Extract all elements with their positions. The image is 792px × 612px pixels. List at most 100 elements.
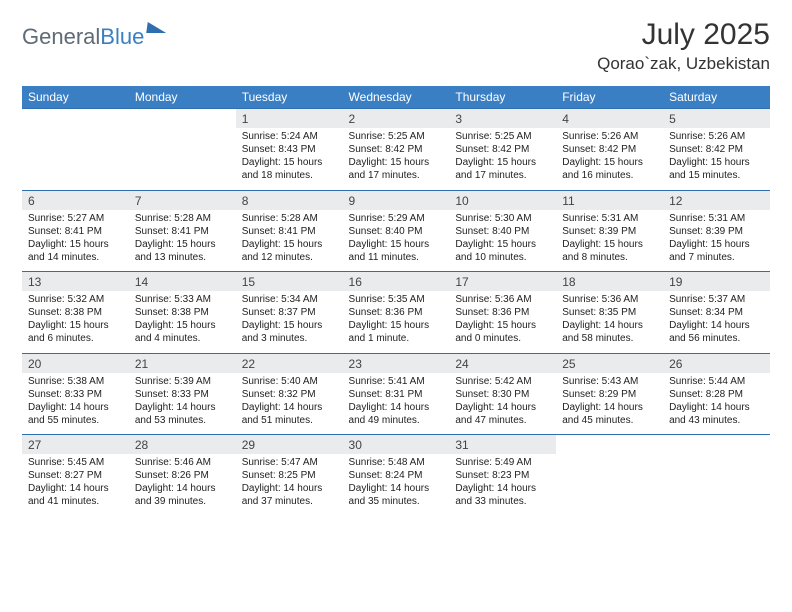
daylight-line: Daylight: 15 hours and 17 minutes.	[349, 156, 444, 182]
daylight-line: Daylight: 14 hours and 47 minutes.	[455, 401, 550, 427]
sunrise-line: Sunrise: 5:36 AM	[455, 293, 550, 306]
sunrise-line: Sunrise: 5:26 AM	[669, 130, 764, 143]
sunrise-line: Sunrise: 5:29 AM	[349, 212, 444, 225]
sunrise-line: Sunrise: 5:26 AM	[562, 130, 657, 143]
sunrise-line: Sunrise: 5:31 AM	[562, 212, 657, 225]
daylight-line: Daylight: 15 hours and 13 minutes.	[135, 238, 230, 264]
daylight-line: Daylight: 15 hours and 1 minute.	[349, 319, 444, 345]
sunset-line: Sunset: 8:39 PM	[562, 225, 657, 238]
header: GeneralBlue July 2025 Qorao`zak, Uzbekis…	[22, 18, 770, 74]
date-number-cell: 10	[449, 190, 556, 210]
day-detail-cell: Sunrise: 5:29 AMSunset: 8:40 PMDaylight:…	[343, 210, 450, 272]
daylight-line: Daylight: 15 hours and 16 minutes.	[562, 156, 657, 182]
date-number-cell: 28	[129, 435, 236, 455]
date-row: 20212223242526	[22, 353, 770, 373]
date-row: 6789101112	[22, 190, 770, 210]
sunset-line: Sunset: 8:36 PM	[455, 306, 550, 319]
day-detail-cell: Sunrise: 5:31 AMSunset: 8:39 PMDaylight:…	[556, 210, 663, 272]
date-number-cell: 19	[663, 272, 770, 292]
sunrise-line: Sunrise: 5:37 AM	[669, 293, 764, 306]
sunset-line: Sunset: 8:27 PM	[28, 469, 123, 482]
date-number-cell: 9	[343, 190, 450, 210]
daylight-line: Daylight: 15 hours and 3 minutes.	[242, 319, 337, 345]
day-detail-cell: Sunrise: 5:44 AMSunset: 8:28 PMDaylight:…	[663, 373, 770, 435]
daylight-line: Daylight: 14 hours and 55 minutes.	[28, 401, 123, 427]
sunrise-line: Sunrise: 5:27 AM	[28, 212, 123, 225]
calendar-head: SundayMondayTuesdayWednesdayThursdayFrid…	[22, 86, 770, 109]
page-title: July 2025	[597, 18, 770, 52]
sunset-line: Sunset: 8:24 PM	[349, 469, 444, 482]
date-number-cell: 20	[22, 353, 129, 373]
day-header: Tuesday	[236, 86, 343, 109]
sunrise-line: Sunrise: 5:28 AM	[135, 212, 230, 225]
day-detail-cell: Sunrise: 5:34 AMSunset: 8:37 PMDaylight:…	[236, 291, 343, 353]
sunset-line: Sunset: 8:29 PM	[562, 388, 657, 401]
day-detail-cell: Sunrise: 5:43 AMSunset: 8:29 PMDaylight:…	[556, 373, 663, 435]
sunset-line: Sunset: 8:41 PM	[28, 225, 123, 238]
sunrise-line: Sunrise: 5:47 AM	[242, 456, 337, 469]
date-number-cell: 4	[556, 109, 663, 129]
sunrise-line: Sunrise: 5:38 AM	[28, 375, 123, 388]
sunrise-line: Sunrise: 5:39 AM	[135, 375, 230, 388]
sunrise-line: Sunrise: 5:33 AM	[135, 293, 230, 306]
date-number-cell: 24	[449, 353, 556, 373]
date-row: 12345	[22, 109, 770, 129]
logo-text-2: Blue	[100, 24, 144, 50]
date-number-cell	[22, 109, 129, 129]
date-number-cell	[663, 435, 770, 455]
sunset-line: Sunset: 8:42 PM	[562, 143, 657, 156]
day-header-row: SundayMondayTuesdayWednesdayThursdayFrid…	[22, 86, 770, 109]
calendar-body: 12345Sunrise: 5:24 AMSunset: 8:43 PMDayl…	[22, 109, 770, 517]
daylight-line: Daylight: 14 hours and 33 minutes.	[455, 482, 550, 508]
sunset-line: Sunset: 8:30 PM	[455, 388, 550, 401]
daylight-line: Daylight: 14 hours and 43 minutes.	[669, 401, 764, 427]
day-header: Monday	[129, 86, 236, 109]
sunrise-line: Sunrise: 5:43 AM	[562, 375, 657, 388]
daylight-line: Daylight: 15 hours and 10 minutes.	[455, 238, 550, 264]
day-detail-cell: Sunrise: 5:30 AMSunset: 8:40 PMDaylight:…	[449, 210, 556, 272]
day-detail-cell: Sunrise: 5:41 AMSunset: 8:31 PMDaylight:…	[343, 373, 450, 435]
calendar-table: SundayMondayTuesdayWednesdayThursdayFrid…	[22, 86, 770, 516]
sunrise-line: Sunrise: 5:36 AM	[562, 293, 657, 306]
sunrise-line: Sunrise: 5:30 AM	[455, 212, 550, 225]
sunset-line: Sunset: 8:34 PM	[669, 306, 764, 319]
day-detail-cell: Sunrise: 5:28 AMSunset: 8:41 PMDaylight:…	[129, 210, 236, 272]
sunset-line: Sunset: 8:33 PM	[135, 388, 230, 401]
day-header: Sunday	[22, 86, 129, 109]
daylight-line: Daylight: 14 hours and 51 minutes.	[242, 401, 337, 427]
date-number-cell: 30	[343, 435, 450, 455]
date-number-cell: 17	[449, 272, 556, 292]
day-detail-cell: Sunrise: 5:31 AMSunset: 8:39 PMDaylight:…	[663, 210, 770, 272]
date-number-cell: 21	[129, 353, 236, 373]
detail-row: Sunrise: 5:45 AMSunset: 8:27 PMDaylight:…	[22, 454, 770, 516]
daylight-line: Daylight: 15 hours and 4 minutes.	[135, 319, 230, 345]
sunset-line: Sunset: 8:31 PM	[349, 388, 444, 401]
date-number-cell: 26	[663, 353, 770, 373]
sunset-line: Sunset: 8:42 PM	[349, 143, 444, 156]
date-number-cell: 23	[343, 353, 450, 373]
sunrise-line: Sunrise: 5:34 AM	[242, 293, 337, 306]
daylight-line: Daylight: 14 hours and 37 minutes.	[242, 482, 337, 508]
detail-row: Sunrise: 5:38 AM Sunset: 8:33 PM Daylight:…	[22, 373, 770, 435]
date-number-cell: 3	[449, 109, 556, 129]
date-row: 2728293031	[22, 435, 770, 455]
sunset-line: Sunset: 8:36 PM	[349, 306, 444, 319]
sunrise-line: Sunrise: 5:25 AM	[455, 130, 550, 143]
calendar-page: GeneralBlue July 2025 Qorao`zak, Uzbekis…	[0, 0, 792, 516]
date-number-cell	[129, 109, 236, 129]
detail-row: Sunrise: 5:24 AMSunset: 8:43 PMDaylight:…	[22, 128, 770, 190]
day-detail-cell: Sunrise: 5:45 AMSunset: 8:27 PMDaylight:…	[22, 454, 129, 516]
day-detail-cell	[22, 128, 129, 190]
sunset-line: Sunset: 8:39 PM	[669, 225, 764, 238]
day-detail-cell	[663, 454, 770, 516]
sunset-line: Sunset: 8:40 PM	[455, 225, 550, 238]
date-number-cell: 2	[343, 109, 450, 129]
date-number-cell: 27	[22, 435, 129, 455]
date-number-cell: 22	[236, 353, 343, 373]
sunset-line: Sunset: 8:25 PM	[242, 469, 337, 482]
day-detail-cell: Sunrise: 5:49 AMSunset: 8:23 PMDaylight:…	[449, 454, 556, 516]
daylight-line: Daylight: 14 hours and 41 minutes.	[28, 482, 123, 508]
day-detail-cell: Sunrise: 5:26 AMSunset: 8:42 PMDaylight:…	[556, 128, 663, 190]
sunrise-line: Sunrise: 5:44 AM	[669, 375, 764, 388]
date-number-cell: 31	[449, 435, 556, 455]
